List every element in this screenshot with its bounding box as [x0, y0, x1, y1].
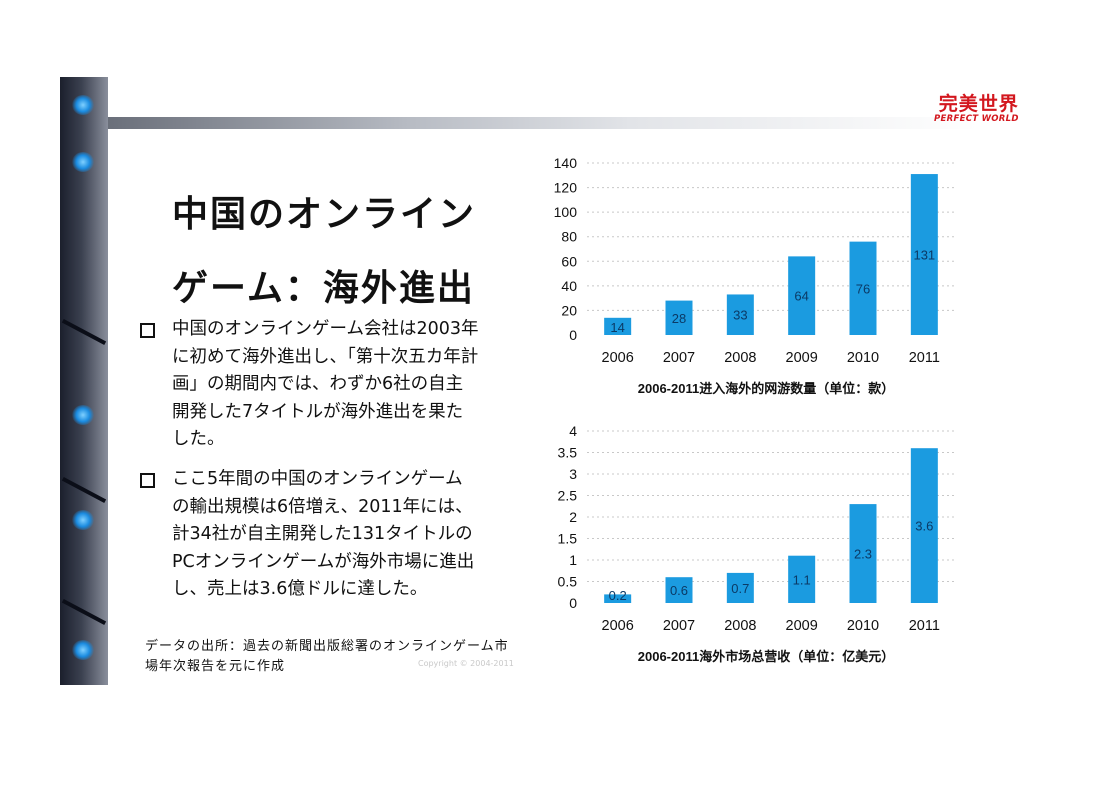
bar: [726, 294, 754, 335]
bar: [604, 317, 632, 335]
bullet-2-text: ここ5年間の中国のオンラインゲームの輸出規模は6倍増え、2011年には、計34社…: [172, 469, 475, 599]
bar-value-label: 131: [913, 248, 935, 263]
glow-decoration: [72, 152, 94, 172]
bar: [910, 448, 938, 603]
x-tick-label: 2009: [786, 350, 818, 366]
glow-decoration: [72, 95, 94, 115]
bar-value-label: 64: [794, 289, 808, 304]
y-tick-label: 20: [561, 302, 577, 318]
x-tick-label: 2008: [724, 350, 756, 366]
bullet-square-icon: [140, 473, 155, 488]
x-tick-label: 2011: [909, 350, 940, 366]
y-tick-label: 2.5: [558, 488, 578, 504]
bar-value-label: 33: [733, 308, 747, 323]
x-tick-label: 2010: [847, 350, 879, 366]
x-tick-label: 2006: [602, 350, 634, 366]
glow-decoration: [72, 405, 94, 425]
chart-overseas-revenue: 0 0.5 1 1.5 2 2.5 3 3.5 4 0.2 2006 0.6 2007 0.7 2008 1.…: [558, 423, 955, 664]
x-tick-label: 2010: [847, 618, 879, 634]
source-note: データの出所：過去の新聞出版総署のオンラインゲーム市場年次報告を元に作成: [145, 639, 509, 674]
bar-value-label: 2.3: [854, 547, 872, 562]
bullet-2: ここ5年間の中国のオンラインゲームの輸出規模は6倍増え、2011年には、計34社…: [140, 466, 480, 604]
bar-value-label: 14: [610, 320, 624, 335]
bar-value-label: 3.6: [915, 519, 933, 534]
bar: [726, 572, 754, 603]
bar-value-label: 76: [856, 281, 870, 296]
page-title-line-1: 中国のオンライン: [172, 194, 477, 235]
bar: [849, 504, 877, 603]
y-tick-label: 140: [554, 155, 578, 171]
bar: [910, 174, 938, 335]
decorative-left-strip: [60, 77, 108, 685]
chart-titles-count: 0 20 40 60 80 100 120 140 14 2006 28 2007 33 2008 64 20…: [554, 155, 955, 396]
y-tick-label: 60: [561, 253, 577, 269]
bullet-1-text: 中国のオンラインゲーム会社は2003年に初めて海外進出し、「第十次五カ年計画」の…: [172, 319, 479, 449]
x-tick-label: 2008: [724, 618, 756, 634]
logo-chinese: 完美世界: [938, 93, 1019, 115]
glow-decoration: [72, 640, 94, 660]
bar: [604, 594, 632, 603]
y-tick-label: 1: [569, 552, 577, 568]
x-tick-label: 2006: [602, 618, 634, 634]
y-tick-label: 3: [569, 466, 577, 482]
bar: [788, 256, 816, 335]
chart-title: 2006-2011海外市场总营收（单位：亿美元）: [638, 649, 894, 664]
y-tick-label: 2: [569, 509, 577, 525]
bar: [788, 555, 816, 603]
y-tick-label: 1.5: [558, 531, 578, 547]
bullet-square-icon: [140, 323, 155, 338]
bar-value-label: 0.2: [609, 588, 627, 603]
logo-english: PERFECT WORLD: [934, 114, 1019, 124]
chart-title: 2006-2011进入海外的网游数量（单位：款）: [638, 381, 894, 396]
x-tick-label: 2007: [663, 618, 695, 634]
y-tick-label: 4: [569, 423, 577, 439]
perfect-world-logo: 完美世界 PERFECT WORLD: [934, 94, 1019, 124]
y-tick-label: 80: [561, 229, 577, 245]
x-tick-label: 2007: [663, 350, 695, 366]
bar: [849, 241, 877, 335]
y-tick-label: 40: [561, 278, 577, 294]
y-tick-label: 0: [569, 327, 577, 343]
bar-value-label: 0.7: [731, 581, 749, 596]
top-gradient-band: [108, 117, 978, 129]
x-tick-label: 2011: [909, 618, 940, 634]
y-tick-label: 0.5: [558, 574, 578, 590]
copyright-text: Copyright © 2004-2011: [418, 659, 514, 668]
content-panel: [108, 129, 978, 685]
glow-decoration: [72, 510, 94, 530]
bullet-1: 中国のオンラインゲーム会社は2003年に初めて海外進出し、「第十次五カ年計画」の…: [140, 316, 480, 454]
bar-value-label: 28: [672, 311, 686, 326]
bar-value-label: 1.1: [793, 572, 811, 587]
y-tick-label: 0: [569, 595, 577, 611]
bar: [665, 300, 693, 335]
y-tick-label: 100: [554, 204, 578, 220]
page-title-line-2: ゲーム：海外進出: [172, 268, 475, 309]
bar: [665, 577, 693, 603]
bar-value-label: 0.6: [670, 583, 688, 598]
y-tick-label: 120: [554, 180, 578, 196]
y-tick-label: 3.5: [558, 445, 578, 461]
x-tick-label: 2009: [786, 618, 818, 634]
